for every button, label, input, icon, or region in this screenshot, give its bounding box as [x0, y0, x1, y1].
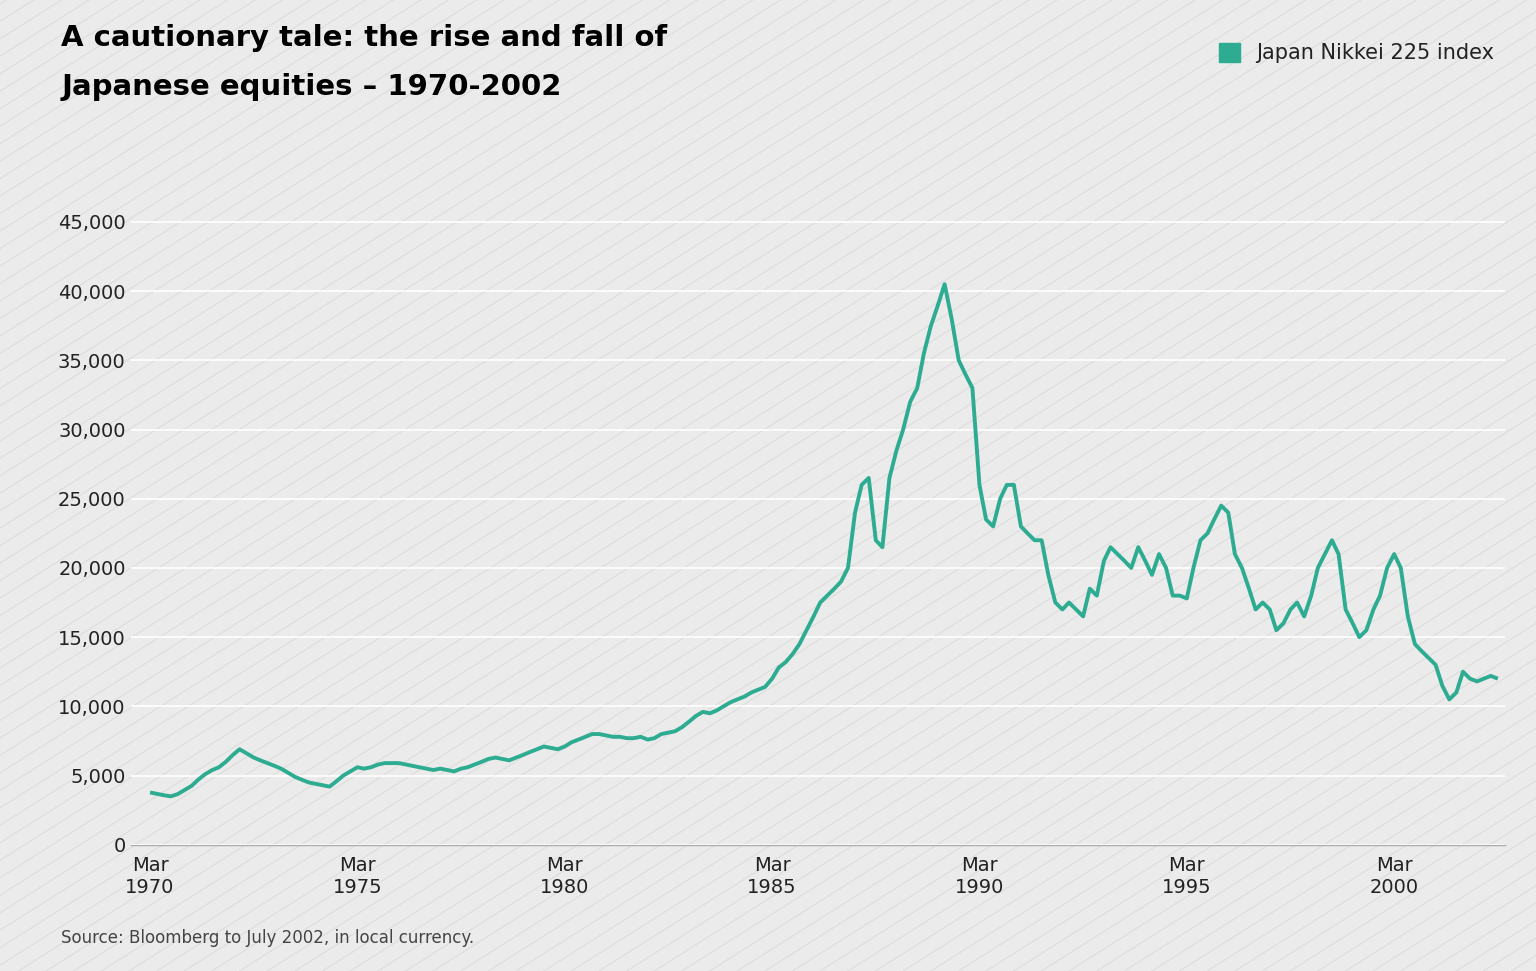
Text: A cautionary tale: the rise and fall of: A cautionary tale: the rise and fall of: [61, 24, 668, 52]
Text: Japanese equities – 1970-2002: Japanese equities – 1970-2002: [61, 73, 562, 101]
Legend: Japan Nikkei 225 index: Japan Nikkei 225 index: [1210, 35, 1502, 72]
Text: Source: Bloomberg to July 2002, in local currency.: Source: Bloomberg to July 2002, in local…: [61, 928, 475, 947]
